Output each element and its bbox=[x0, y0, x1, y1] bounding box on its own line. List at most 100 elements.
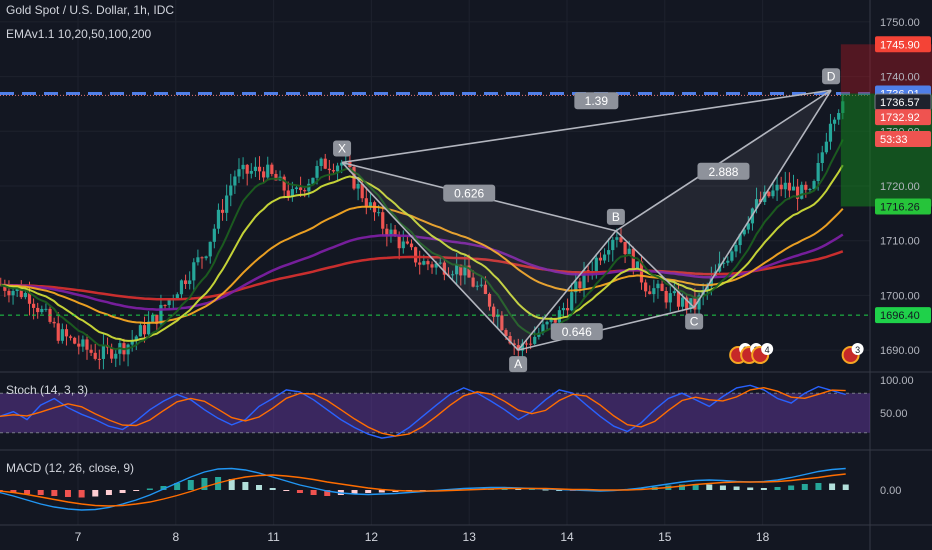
macd-hist-bar bbox=[269, 488, 276, 490]
macd-hist-bar bbox=[283, 490, 290, 491]
point-badge-d bbox=[822, 68, 841, 85]
candle-body bbox=[520, 343, 525, 351]
ratio-label: 1.39 bbox=[585, 94, 609, 108]
candle-body bbox=[627, 248, 631, 255]
x-tick-label: 18 bbox=[756, 530, 770, 544]
macd-hist-bar bbox=[706, 484, 713, 490]
ema20-line bbox=[0, 164, 844, 342]
candle-body bbox=[327, 168, 331, 171]
candle-body bbox=[266, 164, 270, 178]
macd-hist-bar bbox=[92, 490, 99, 497]
candle-body bbox=[426, 261, 430, 265]
pattern-leg-xa bbox=[341, 161, 519, 351]
candle-body bbox=[549, 317, 553, 322]
candle-body bbox=[611, 239, 615, 251]
candle-body bbox=[151, 314, 155, 322]
candle-body bbox=[44, 308, 48, 310]
candle-body bbox=[241, 164, 245, 170]
candle-body bbox=[660, 283, 664, 291]
candle-body bbox=[524, 343, 529, 345]
candle-body bbox=[430, 264, 434, 268]
price-tag-timer bbox=[875, 130, 931, 147]
candle-body bbox=[110, 347, 114, 359]
candle-body bbox=[787, 182, 791, 191]
candle-body bbox=[467, 265, 471, 278]
candle-body bbox=[138, 325, 142, 337]
candle-body bbox=[623, 241, 627, 255]
stoch-k-line bbox=[0, 384, 846, 439]
ratio-label: 0.646 bbox=[562, 325, 592, 339]
price-tag-text: 1732.92 bbox=[880, 112, 920, 124]
macd-hist-bar bbox=[242, 482, 249, 490]
stoch-tick-label: 50.00 bbox=[880, 408, 908, 420]
candle-body bbox=[652, 288, 656, 295]
candle-body bbox=[294, 187, 299, 190]
candle-body bbox=[270, 164, 274, 174]
candle-body bbox=[331, 170, 336, 172]
candle-body bbox=[676, 291, 681, 307]
pattern-fill-bcd bbox=[615, 90, 832, 308]
ratio-badge bbox=[697, 162, 750, 180]
candle-body bbox=[377, 212, 381, 214]
macd-hist-bar bbox=[10, 490, 17, 493]
price-tag-text: 53:33 bbox=[880, 134, 908, 146]
macd-hist-bar bbox=[678, 484, 685, 490]
macd-tick-label: 0.00 bbox=[880, 485, 901, 497]
candle-body bbox=[680, 297, 685, 307]
candle-body bbox=[816, 162, 820, 182]
candle-body bbox=[188, 280, 192, 285]
candle-body bbox=[791, 186, 796, 191]
candle-body bbox=[319, 158, 323, 167]
candle-body bbox=[492, 306, 496, 317]
candle-body bbox=[19, 288, 23, 298]
candle-body bbox=[697, 295, 701, 310]
candle-body bbox=[742, 229, 746, 235]
candle-body bbox=[183, 280, 188, 285]
candle-body bbox=[147, 321, 151, 335]
candle-body bbox=[500, 315, 504, 331]
y-tick-label: 1740.00 bbox=[880, 72, 920, 84]
symbol-title: Gold Spot / U.S. Dollar, 1h, IDC bbox=[6, 3, 175, 17]
candle-body bbox=[812, 181, 816, 190]
macd-hist-bar bbox=[365, 490, 372, 493]
candle-body bbox=[615, 237, 619, 240]
macd-signal-line bbox=[0, 473, 846, 507]
y-tick-label: 1700.00 bbox=[880, 290, 920, 302]
candle-body bbox=[631, 248, 635, 272]
candle-body bbox=[3, 285, 7, 291]
price-tag-stop bbox=[875, 36, 931, 53]
candle-body bbox=[730, 251, 734, 261]
price-tag-text: 1736.57 bbox=[880, 97, 920, 109]
macd-hist-bar bbox=[24, 490, 31, 494]
candle-body bbox=[804, 184, 808, 190]
price-tag-text: 1696.40 bbox=[880, 310, 920, 322]
point-label-a: A bbox=[514, 357, 522, 371]
candle-body bbox=[192, 262, 196, 281]
candle-body bbox=[11, 290, 15, 296]
candle-body bbox=[340, 162, 344, 166]
x-tick-label: 12 bbox=[365, 530, 379, 544]
point-badge-x bbox=[333, 140, 352, 157]
candle-body bbox=[639, 261, 644, 283]
ema200-line bbox=[0, 250, 844, 301]
candle-body bbox=[512, 343, 516, 346]
y-tick-label: 1690.00 bbox=[880, 345, 920, 357]
candle-body bbox=[746, 223, 750, 230]
event-count: 4 bbox=[765, 345, 770, 355]
candle-body bbox=[607, 250, 611, 255]
ratio-badge bbox=[550, 323, 603, 341]
candle-body bbox=[233, 176, 237, 186]
event-count: 3 bbox=[855, 345, 860, 355]
stoch-d-line bbox=[0, 386, 846, 437]
price-tag-text: 1716.26 bbox=[880, 201, 920, 213]
candle-body bbox=[56, 323, 60, 341]
candle-body bbox=[93, 352, 97, 359]
x-tick-label: 8 bbox=[172, 530, 179, 544]
ratio-badge bbox=[574, 92, 619, 110]
macd-hist-bar bbox=[160, 486, 167, 490]
macd-hist-bar bbox=[37, 490, 44, 495]
x-tick-label: 7 bbox=[75, 530, 82, 544]
candle-body bbox=[582, 270, 586, 289]
pattern-leg-xd bbox=[341, 89, 832, 164]
